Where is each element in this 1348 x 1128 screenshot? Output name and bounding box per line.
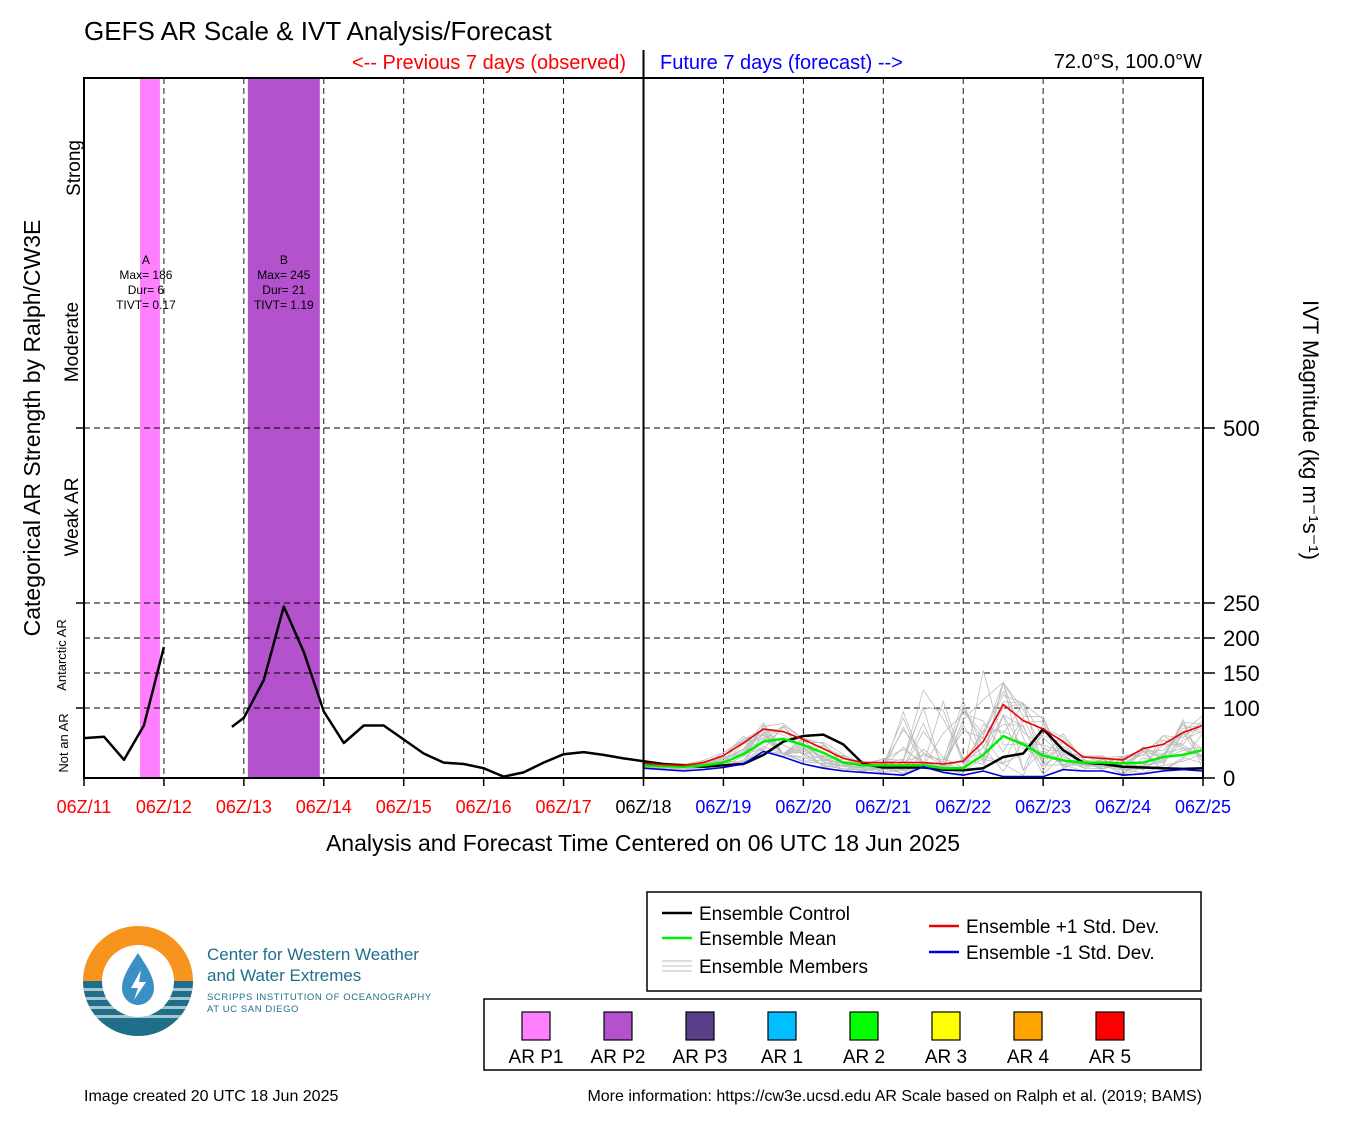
ar-event-label-line: Max= 245 [257, 268, 310, 282]
ar-event-annotations: A Max= 186 Dur= 6 TIVT= 0.17 B Max= 245 Dur= 2… [116, 253, 314, 312]
ar-event-label-line: Max= 186 [119, 268, 172, 282]
ar-scale-swatch-2 [603, 1011, 633, 1041]
ar-scale-label-4: AR 1 [761, 1047, 803, 1068]
category-label-weak-ar: Weak AR [62, 478, 83, 557]
x-tick-label-5: 06Z/16 [456, 797, 512, 817]
x-tick-label-12: 06Z/23 [1015, 797, 1071, 817]
ar-scale-label-2: AR P2 [591, 1047, 646, 1068]
previous-days-label: <-- Previous 7 days (observed) [352, 52, 626, 74]
ar-scale-label-3: AR P3 [673, 1047, 728, 1068]
x-tick-label-3: 06Z/14 [296, 797, 352, 817]
y-tick-label-150: 150 [1223, 661, 1260, 686]
ar-scale-swatch-5 [849, 1011, 879, 1041]
series-line-control-2 [231, 605, 1204, 778]
footer-created: Image created 20 UTC 18 Jun 2025 [84, 1088, 339, 1105]
ar-scale-swatch-8 [1095, 1011, 1125, 1041]
category-label-strong: Strong [64, 140, 85, 196]
category-label-moderate: Moderate [62, 302, 83, 382]
series-line-plus_std-1 [643, 703, 1204, 767]
logo-subtitle: SCRIPPS INSTITUTION OF OCEANOGRAPHY AT U… [207, 992, 432, 1016]
x-tick-label-1: 06Z/12 [136, 797, 192, 817]
ar-scale-swatch-6 [931, 1011, 961, 1041]
footer-info: More information: https://cw3e.ucsd.edu … [587, 1088, 1202, 1105]
legend-label-plus-std: Ensemble +1 Std. Dev. [966, 917, 1159, 938]
chart-title: GEFS AR Scale & IVT Analysis/Forecast [84, 16, 552, 46]
ar-scale-label-7: AR 4 [1007, 1047, 1050, 1068]
ar-event-label-b: B Max= 245 Dur= 21 TIVT= 1.19 [254, 253, 314, 312]
ar-event-label-line: TIVT= 1.19 [254, 298, 314, 312]
legend-label-members: Ensemble Members [699, 957, 868, 978]
legend-label-mean: Ensemble Mean [699, 929, 836, 950]
series-line-minus_std-1 [643, 750, 1204, 778]
x-tick-label-6: 06Z/17 [536, 797, 592, 817]
right-axis-title: IVT Magnitude (kg m⁻¹s⁻¹) [1298, 300, 1323, 560]
logo-line-1: Center for Western Weather [207, 945, 419, 964]
ar-scale-label-8: AR 5 [1089, 1047, 1131, 1068]
ar-event-label-line: Dur= 6 [128, 283, 165, 297]
series-line-control-1 [83, 646, 166, 762]
x-tick-label-2: 06Z/13 [216, 797, 272, 817]
ar-scale-legend: AR P1 AR P2 AR P3 AR 1 AR 2 AR 3 AR 4 AR 5 [483, 998, 1202, 1071]
ar-scale-swatch-1 [521, 1011, 551, 1041]
ar-scale-swatch-7 [1013, 1011, 1043, 1041]
location-label: 72.0°S, 100.0°W [1054, 51, 1202, 73]
x-tick-label-10: 06Z/21 [855, 797, 911, 817]
ar-scale-swatch-4 [767, 1011, 797, 1041]
ar-event-label-a: A Max= 186 Dur= 6 TIVT= 0.17 [116, 253, 176, 312]
x-tick-label-7: 06Z/18 [615, 797, 671, 817]
y-tick-label-100: 100 [1223, 696, 1260, 721]
x-tick-label-4: 06Z/15 [376, 797, 432, 817]
ar-scale-label-6: AR 3 [925, 1047, 967, 1068]
ar-event-label-line: TIVT= 0.17 [116, 298, 176, 312]
logo-line-2: and Water Extremes [207, 966, 362, 985]
ar-event-label-line: B [280, 253, 288, 267]
x-axis-title: Analysis and Forecast Time Centered on 0… [326, 830, 960, 856]
ar-event-label-line: A [142, 253, 150, 267]
ensemble-member-line-16 [643, 714, 1204, 772]
y-tick-label-200: 200 [1223, 626, 1260, 651]
legend-label-control: Ensemble Control [699, 904, 850, 925]
x-tick-label-8: 06Z/19 [695, 797, 751, 817]
logo-line-3: SCRIPPS INSTITUTION OF OCEANOGRAPHY [207, 992, 432, 1003]
legend-label-minus-std: Ensemble -1 Std. Dev. [966, 943, 1155, 964]
grid-lines [84, 78, 1203, 778]
ensemble-member-line-12 [643, 681, 1204, 772]
category-label-not-an-ar: Not an AR [56, 713, 71, 772]
x-tick-label-9: 06Z/20 [775, 797, 831, 817]
series-line-mean-1 [643, 734, 1204, 770]
ticks: 06Z/11 06Z/12 06Z/13 06Z/14 06Z/15 06Z/16 06Z/… [54, 140, 1260, 817]
series-legend: Ensemble Control Ensemble Mean Ensemble … [646, 891, 1202, 992]
ar-scale-label-1: AR P1 [509, 1047, 564, 1068]
logo-line-4: AT UC SAN DIEGO [207, 1004, 300, 1015]
ar-event-label-line: Dur= 21 [262, 283, 305, 297]
x-tick-label-13: 06Z/24 [1095, 797, 1151, 817]
y-tick-label-0: 0 [1223, 766, 1235, 791]
y-tick-label-500: 500 [1223, 416, 1260, 441]
x-tick-label-14: 06Z/25 [1175, 797, 1231, 817]
category-label-antarctic-ar: Antarctic AR [54, 619, 69, 691]
ar-scale-label-5: AR 2 [843, 1047, 885, 1068]
x-tick-label-0: 06Z/11 [57, 797, 112, 817]
left-axis-title: Categorical AR Strength by Ralph/CW3E [19, 220, 45, 637]
cw3e-logo-icon [83, 926, 193, 1036]
ar-scale-swatch-3 [685, 1011, 715, 1041]
x-tick-label-11: 06Z/22 [935, 797, 991, 817]
future-days-label: Future 7 days (forecast) --> [660, 52, 903, 74]
logo-title: Center for Western Weather and Water Ext… [207, 944, 419, 986]
series-lines [83, 605, 1204, 778]
y-tick-label-250: 250 [1223, 591, 1260, 616]
